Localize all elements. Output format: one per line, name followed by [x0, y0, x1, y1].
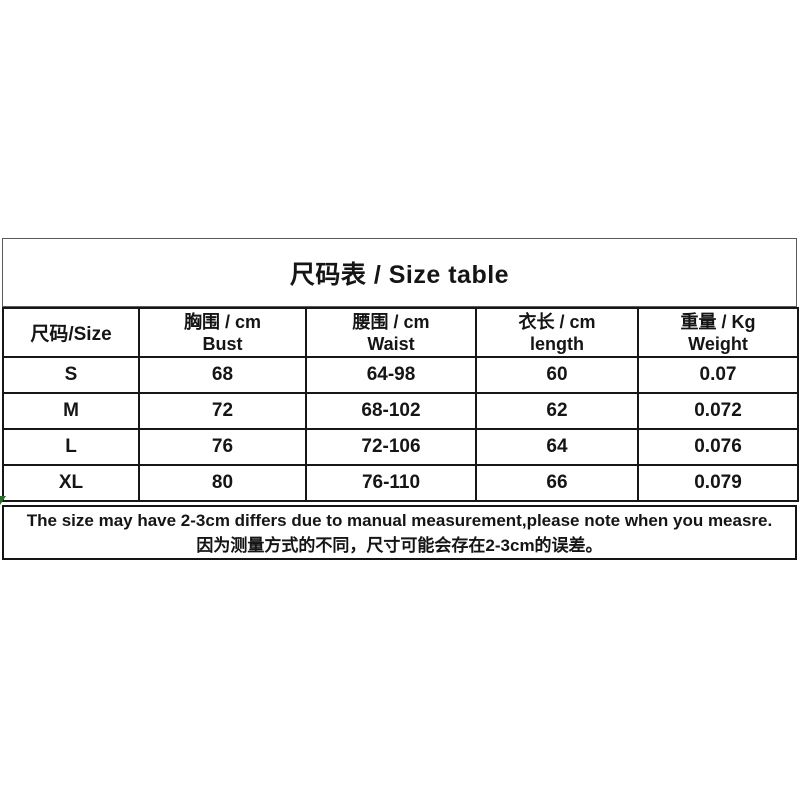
column-header-waist: 腰围 / cm Waist: [305, 307, 477, 358]
cell-waist: 76-110: [305, 464, 477, 502]
column-header-waist-en: Waist: [367, 333, 415, 354]
measurement-note-cn: 因为测量方式的不同，尺寸可能会存在2-3cm的误差。: [196, 535, 603, 555]
column-header-bust-en: Bust: [202, 333, 243, 354]
column-header-length-cn: 衣长 / cm: [518, 311, 596, 332]
cell-length: 64: [475, 428, 639, 466]
cell-length: 66: [475, 464, 639, 502]
cell-weight: 0.07: [637, 356, 799, 394]
cell-length: 60: [475, 356, 639, 394]
column-header-weight-en: Weight: [688, 333, 748, 354]
cell-waist: 72-106: [305, 428, 477, 466]
column-header-bust: 胸围 / cm Bust: [138, 307, 307, 358]
size-table: 尺码/Size 胸围 / cm Bust 腰围 / cm Waist 衣长 / …: [2, 307, 799, 502]
table-row-xl: XL 80 76-110 66 0.079: [2, 464, 799, 502]
cell-waist: 68-102: [305, 392, 477, 430]
cell-length: 62: [475, 392, 639, 430]
column-header-waist-cn: 腰围 / cm: [352, 311, 430, 332]
page-title: 尺码表 / Size table: [289, 260, 510, 289]
column-header-bust-cn: 胸围 / cm: [183, 311, 262, 332]
column-header-weight: 重量 / Kg Weight: [637, 307, 799, 358]
size-table-title-box: 尺码表 / Size table: [2, 238, 797, 307]
cell-waist: 64-98: [305, 356, 477, 394]
column-header-length: 衣长 / cm length: [475, 307, 639, 358]
column-header-size: 尺码/Size: [2, 307, 140, 358]
header-row: 尺码/Size 胸围 / cm Bust 腰围 / cm Waist 衣长 / …: [2, 307, 799, 358]
cell-size: M: [2, 392, 140, 430]
cell-bust: 80: [138, 464, 307, 502]
cell-bust: 76: [138, 428, 307, 466]
column-header-weight-cn: 重量 / Kg: [680, 311, 756, 332]
cell-bust: 68: [138, 356, 307, 394]
cell-weight: 0.076: [637, 428, 799, 466]
table-row-l: L 76 72-106 64 0.076: [2, 428, 799, 466]
cell-size: S: [2, 356, 140, 394]
measurement-note-box: The size may have 2-3cm differs due to m…: [2, 505, 797, 560]
cell-size: XL: [2, 464, 140, 502]
cell-weight: 0.072: [637, 392, 799, 430]
cell-bust: 72: [138, 392, 307, 430]
column-header-length-en: length: [530, 333, 584, 354]
table-row-m: M 72 68-102 62 0.072: [2, 392, 799, 430]
measurement-note-en: The size may have 2-3cm differs due to m…: [26, 510, 773, 530]
cell-weight: 0.079: [637, 464, 799, 502]
size-table-header: 尺码/Size 胸围 / cm Bust 腰围 / cm Waist 衣长 / …: [2, 307, 799, 358]
green-corner-artifact: [0, 496, 6, 505]
size-table-body: S 68 64-98 60 0.07 M 72 68-102 62 0.072 …: [2, 356, 799, 502]
table-row-s: S 68 64-98 60 0.07: [2, 356, 799, 394]
cell-size: L: [2, 428, 140, 466]
